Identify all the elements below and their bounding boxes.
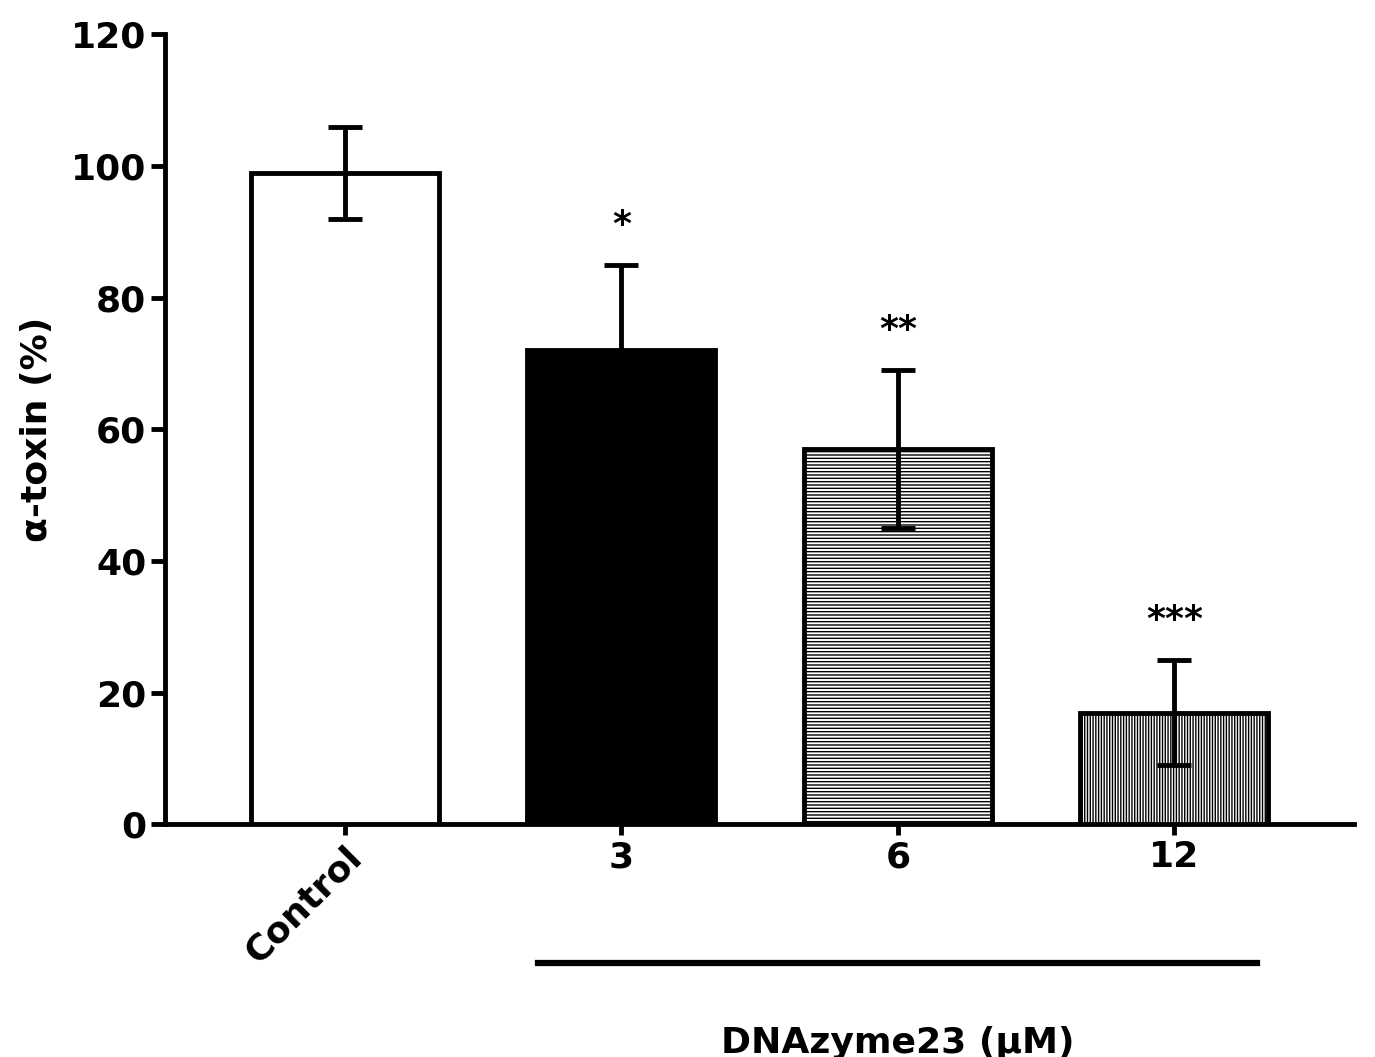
Bar xyxy=(804,449,991,824)
Y-axis label: α-toxin (%): α-toxin (%) xyxy=(21,317,54,542)
Text: DNAzyme23 (μM): DNAzyme23 (μM) xyxy=(720,1026,1075,1057)
Bar xyxy=(250,172,439,824)
Bar xyxy=(1081,712,1268,824)
Text: ***: *** xyxy=(1145,602,1203,636)
Bar xyxy=(527,350,715,824)
Text: *: * xyxy=(612,208,631,242)
Text: **: ** xyxy=(879,313,917,347)
